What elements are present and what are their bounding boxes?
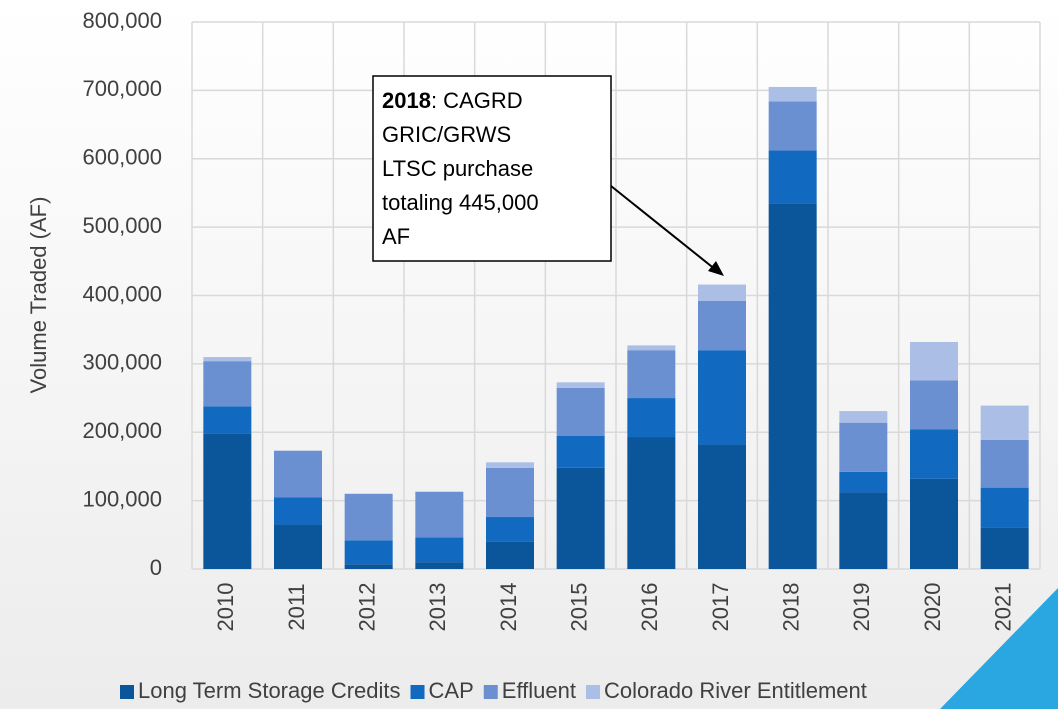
annotation-line: AF	[382, 224, 410, 249]
annotation-line: totaling 445,000	[382, 190, 539, 215]
annotation-line: LTSC purchase	[382, 156, 533, 181]
bar-segment	[486, 467, 534, 518]
bar-segment	[203, 361, 252, 407]
y-tick-label: 200,000	[82, 418, 162, 443]
bar-segment	[980, 527, 1029, 569]
bar-segment	[415, 537, 464, 563]
annotation: 2018: CAGRD GRIC/GRWS LTSC purchase totalin…	[372, 75, 612, 262]
decoration	[940, 588, 1058, 709]
annotation-arrowhead	[708, 261, 724, 276]
bar-segment	[344, 564, 393, 569]
bar-segment	[980, 405, 1029, 440]
bar-segment	[627, 350, 676, 399]
annotation-bold: 2018	[382, 88, 431, 113]
bar-segment	[627, 398, 676, 438]
bar-segment	[486, 517, 534, 542]
bar-segment	[980, 439, 1029, 488]
bar-segment	[839, 422, 888, 472]
x-tick-label: 2011	[284, 583, 309, 630]
bar-segment	[556, 382, 605, 388]
bar-segment	[415, 562, 464, 569]
legend-swatch	[585, 685, 600, 699]
bar-segment	[910, 429, 958, 479]
bar-segment	[768, 101, 817, 151]
legend-swatch	[120, 685, 134, 699]
annotation-box	[372, 75, 612, 262]
legend-swatch	[410, 685, 425, 699]
bar-segment	[274, 497, 322, 525]
bar-segment	[344, 493, 393, 541]
y-tick-label: 300,000	[82, 350, 162, 375]
legend-label: CAP	[429, 678, 474, 703]
x-tick-label: 2012	[354, 583, 379, 632]
y-axis-label: Volume Traded (AF)	[26, 197, 51, 394]
bar-segment	[627, 345, 676, 351]
y-tick-label: 500,000	[82, 213, 162, 238]
bar-segment	[556, 387, 605, 436]
bar-segment	[768, 150, 817, 204]
x-tick-label: 2020	[920, 583, 945, 632]
bar-segment	[556, 435, 605, 468]
x-tick-label: 2013	[425, 583, 450, 632]
bar-segment	[910, 478, 958, 569]
x-tick-label: 2018	[778, 583, 803, 632]
y-tick-label: 100,000	[82, 486, 162, 511]
y-tick-label: 0	[150, 555, 162, 580]
bar-segment	[698, 300, 746, 351]
legend-label: Long Term Storage Credits	[138, 678, 401, 703]
bar-segment	[203, 357, 252, 362]
annotation-line: GRIC/GRWS	[382, 122, 511, 147]
x-tick-label: 2015	[566, 583, 591, 632]
x-tick-label: 2016	[637, 583, 662, 632]
bar-segment	[415, 491, 464, 538]
bar-segment	[698, 284, 746, 301]
bar-segment	[274, 524, 322, 569]
bar-segment	[698, 350, 746, 445]
annotation-arrow	[610, 185, 717, 271]
y-tick-label: 400,000	[82, 281, 162, 306]
bar-segment	[839, 471, 888, 493]
y-tick-label: 700,000	[82, 76, 162, 101]
x-tick-label: 2010	[213, 583, 238, 632]
bar-segment	[768, 86, 817, 102]
bar-segment	[203, 433, 252, 569]
x-tick-label: 2014	[496, 583, 521, 632]
bar-segment	[486, 541, 534, 569]
y-tick-label: 600,000	[82, 145, 162, 170]
legend-label: Colorado River Entitlement	[604, 678, 867, 703]
x-tick-label: 2017	[708, 583, 733, 632]
x-tick-label: 2021	[990, 583, 1015, 632]
bar-segment	[768, 203, 817, 569]
x-tick-label: 2019	[849, 583, 874, 632]
bar-segment	[486, 462, 534, 468]
bar-segment	[839, 492, 888, 569]
bar-segment	[910, 341, 958, 381]
bar-segment	[344, 540, 393, 565]
annotation-line: : CAGRD	[431, 88, 523, 113]
legend-label: Effluent	[502, 678, 576, 703]
legend-swatch	[483, 685, 498, 699]
bar-segment	[556, 467, 605, 569]
bar-segment	[910, 380, 958, 430]
bar-segment	[203, 406, 252, 434]
bar-segment	[980, 487, 1029, 528]
y-tick-label: 800,000	[82, 8, 162, 33]
annotation-text: 2018: CAGRD	[382, 88, 523, 113]
bar-segment	[274, 450, 322, 498]
bar-segment	[627, 437, 676, 569]
bar-segment	[698, 444, 746, 569]
bar-segment	[839, 411, 888, 423]
